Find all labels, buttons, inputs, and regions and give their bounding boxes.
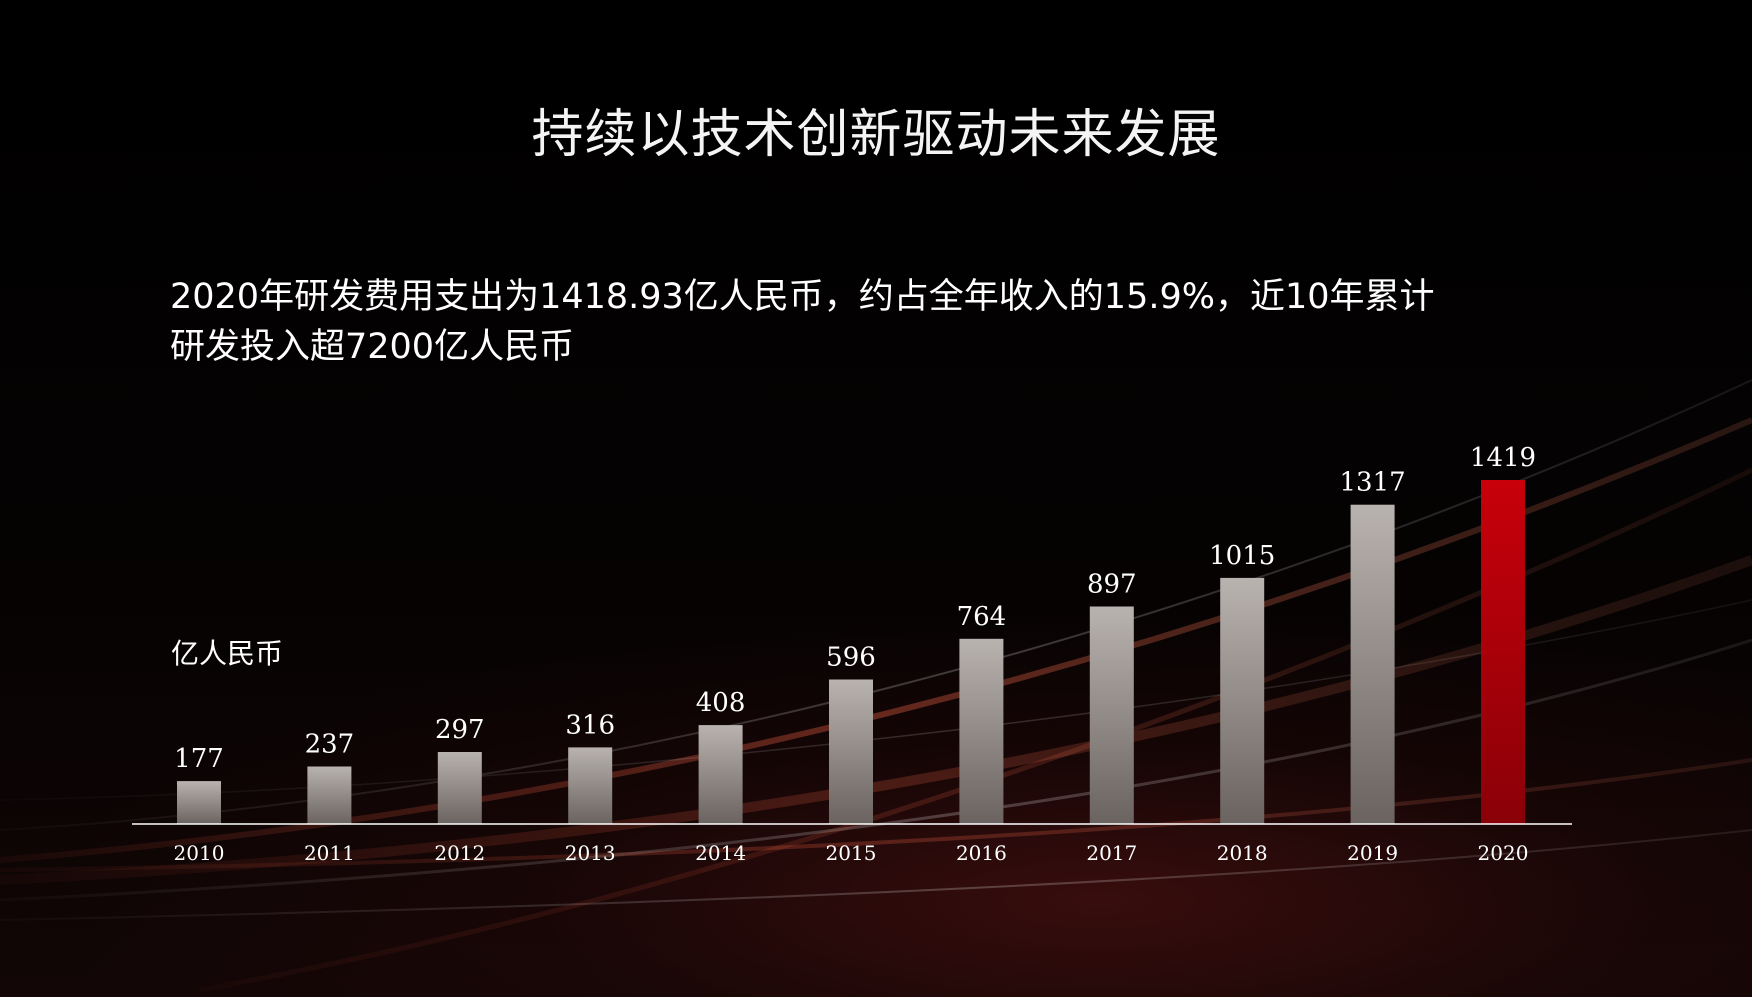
subtitle: 2020年研发费用支出为1418.93亿人民币，约占全年收入的15.9%，近10… xyxy=(170,272,1470,372)
bar-2017 xyxy=(1089,606,1134,824)
x-tick-label-2016: 2016 xyxy=(956,841,1007,865)
bar-2013 xyxy=(568,747,613,824)
x-tick-label-2018: 2018 xyxy=(1217,841,1268,865)
x-tick-label-2010: 2010 xyxy=(174,841,225,865)
value-label-2015: 596 xyxy=(826,643,876,673)
value-label-2014: 408 xyxy=(696,688,746,718)
x-tick-label-2011: 2011 xyxy=(304,841,355,865)
value-label-2010: 177 xyxy=(174,744,224,774)
x-tick-label-2019: 2019 xyxy=(1347,841,1398,865)
bar-2016 xyxy=(959,638,1004,824)
value-label-2020: 1419 xyxy=(1470,443,1536,473)
value-label-2012: 297 xyxy=(435,715,485,745)
slide-title: 持续以技术创新驱动未来发展 xyxy=(531,105,1221,165)
x-tick-label-2012: 2012 xyxy=(434,841,485,865)
bar-2018 xyxy=(1220,577,1265,824)
value-label-2017: 897 xyxy=(1087,570,1137,600)
value-labels-group: 177 237 297 316 408 596 764 897 1015 1317 1419 xyxy=(174,443,1536,774)
bar-2010 xyxy=(177,781,221,824)
subtitle-line-1: 2020年研发费用支出为1418.93亿人民币，约占全年收入的15.9%，近10… xyxy=(170,277,1435,317)
x-tick-label-2015: 2015 xyxy=(826,841,877,865)
bar-2014 xyxy=(698,725,743,824)
value-label-2016: 764 xyxy=(957,602,1007,632)
value-label-2013: 316 xyxy=(565,710,615,740)
bars-group xyxy=(177,480,1525,824)
value-label-2011: 237 xyxy=(305,730,355,760)
bar-2012 xyxy=(437,752,482,824)
x-tick-labels-group: 2010 2011 2012 2013 2014 2015 2016 2017 2018 2019… xyxy=(174,841,1529,865)
value-label-2019: 1317 xyxy=(1340,468,1406,498)
y-unit-label: 亿人民币 xyxy=(171,637,284,670)
x-tick-label-2020: 2020 xyxy=(1478,841,1529,865)
x-tick-label-2013: 2013 xyxy=(565,841,616,865)
x-tick-label-2017: 2017 xyxy=(1086,841,1137,865)
subtitle-line-2: 研发投入超7200亿人民币 xyxy=(170,327,575,367)
bar-2019 xyxy=(1350,504,1395,824)
bar-2020 xyxy=(1481,480,1525,824)
bar-2015 xyxy=(829,679,873,824)
bar-2011 xyxy=(307,766,352,824)
x-tick-label-2014: 2014 xyxy=(695,841,746,865)
value-label-2018: 1015 xyxy=(1209,541,1275,571)
